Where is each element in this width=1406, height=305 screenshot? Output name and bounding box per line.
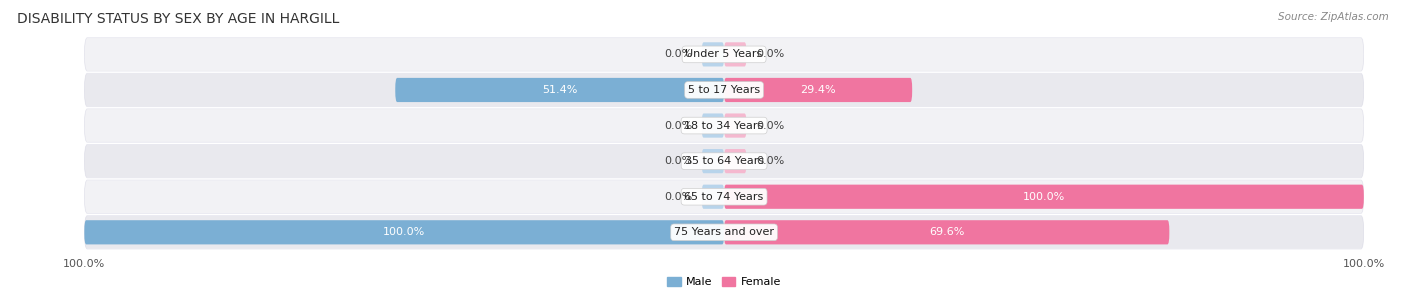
FancyBboxPatch shape (84, 180, 1364, 213)
FancyBboxPatch shape (84, 145, 1364, 178)
FancyBboxPatch shape (84, 38, 1364, 71)
Legend: Male, Female: Male, Female (662, 272, 786, 292)
Text: 0.0%: 0.0% (756, 49, 785, 59)
FancyBboxPatch shape (724, 113, 747, 138)
FancyBboxPatch shape (84, 109, 1364, 142)
Text: 65 to 74 Years: 65 to 74 Years (685, 192, 763, 202)
Text: 100.0%: 100.0% (1022, 192, 1066, 202)
Text: 0.0%: 0.0% (664, 192, 692, 202)
Text: 35 to 64 Years: 35 to 64 Years (685, 156, 763, 166)
FancyBboxPatch shape (84, 74, 1364, 106)
Text: 51.4%: 51.4% (541, 85, 578, 95)
FancyBboxPatch shape (702, 185, 724, 209)
Text: 100.0%: 100.0% (382, 227, 426, 237)
Text: 0.0%: 0.0% (756, 156, 785, 166)
FancyBboxPatch shape (724, 185, 1364, 209)
Text: 29.4%: 29.4% (800, 85, 837, 95)
Text: Under 5 Years: Under 5 Years (686, 49, 762, 59)
FancyBboxPatch shape (724, 78, 912, 102)
Text: 69.6%: 69.6% (929, 227, 965, 237)
FancyBboxPatch shape (702, 149, 724, 173)
Text: 0.0%: 0.0% (756, 120, 785, 131)
FancyBboxPatch shape (724, 149, 747, 173)
Text: 18 to 34 Years: 18 to 34 Years (685, 120, 763, 131)
Text: 0.0%: 0.0% (664, 156, 692, 166)
FancyBboxPatch shape (395, 78, 724, 102)
FancyBboxPatch shape (724, 42, 747, 66)
FancyBboxPatch shape (724, 220, 1170, 244)
FancyBboxPatch shape (702, 42, 724, 66)
Text: 0.0%: 0.0% (664, 49, 692, 59)
FancyBboxPatch shape (84, 216, 1364, 249)
FancyBboxPatch shape (84, 220, 724, 244)
Text: 75 Years and over: 75 Years and over (673, 227, 775, 237)
Text: 0.0%: 0.0% (664, 120, 692, 131)
FancyBboxPatch shape (702, 113, 724, 138)
Text: 5 to 17 Years: 5 to 17 Years (688, 85, 761, 95)
Text: Source: ZipAtlas.com: Source: ZipAtlas.com (1278, 12, 1389, 22)
Text: DISABILITY STATUS BY SEX BY AGE IN HARGILL: DISABILITY STATUS BY SEX BY AGE IN HARGI… (17, 12, 339, 26)
